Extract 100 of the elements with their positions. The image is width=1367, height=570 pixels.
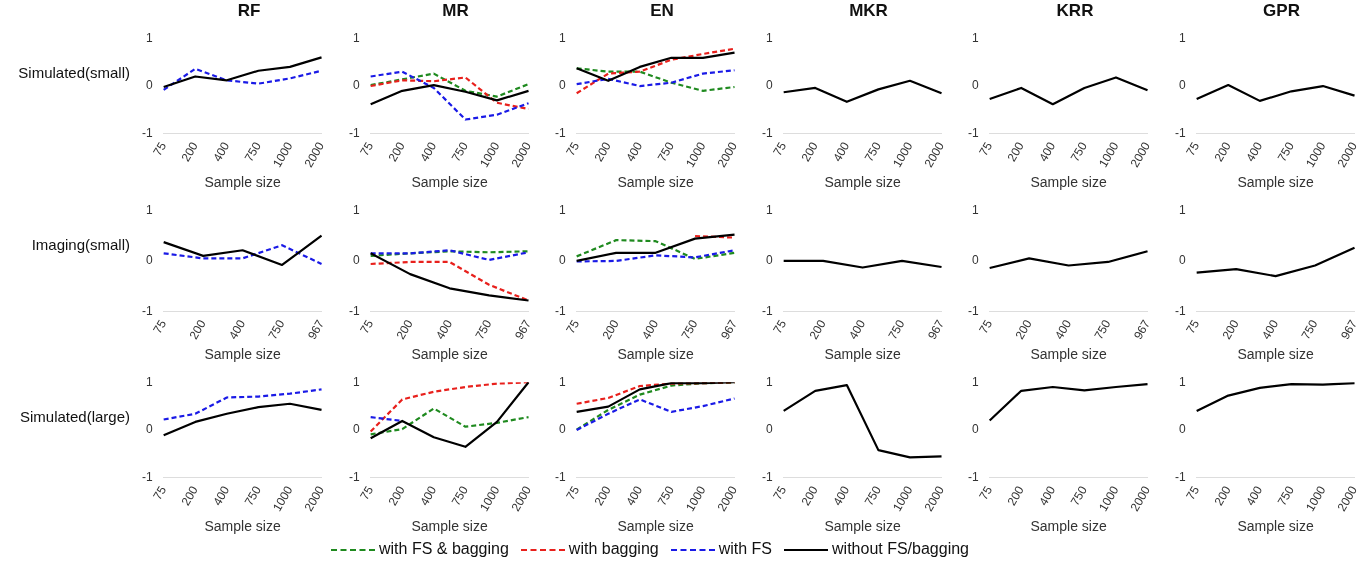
x-tick-label: 75 [563,483,583,503]
x-axis-title: Sample size [410,174,488,191]
y-tick-label: 1 [1178,374,1186,389]
chart-title: GPR [1262,1,1301,21]
x-tick-label: 400 [210,139,233,164]
x-tick-label: 400 [210,483,233,508]
x-axis-title: Sample size [204,518,281,535]
x-tick-label: 400 [1036,139,1059,164]
y-axis-title: Simulated(large) [18,408,130,425]
x-axis-title: Sample size [204,346,281,363]
x-tick-label: 750 [1067,483,1091,508]
x-tick-label: 75 [150,317,170,336]
y-tick-label: -1 [761,126,773,141]
x-tick-label: 967 [1130,317,1154,342]
x-tick-label: 750 [265,317,288,342]
line-series [369,76,530,111]
y-tick-label: 0 [352,253,360,268]
x-tick-label: 750 [1067,139,1091,164]
x-tick-label: 75 [150,139,170,159]
y-tick-label: 0 [352,78,360,93]
x-tick-label: 750 [654,139,678,164]
x-tick-label: 967 [924,317,947,342]
x-axis-title: Sample size [1236,174,1314,191]
y-tick-label: -1 [142,303,153,318]
y-tick-label: 0 [558,422,566,437]
y-tick-label: -1 [968,303,979,318]
x-tick-label: 967 [511,317,534,342]
x-tick-label: 200 [392,317,416,342]
y-tick-label: -1 [142,470,153,485]
line-series [575,239,736,260]
line-series [162,244,323,266]
line-series [575,249,736,263]
chart-title: MR [441,1,470,21]
x-tick-label: 750 [471,317,495,342]
x-tick-label: 967 [304,317,328,342]
x-tick-label: 750 [861,483,884,508]
x-tick-label: 400 [1036,483,1059,508]
y-tick-label: -1 [1174,470,1186,485]
y-tick-label: 1 [971,374,979,389]
x-tick-label: 400 [1242,483,1265,508]
x-tick-label: 967 [1337,317,1360,342]
y-tick-label: -1 [348,470,360,485]
x-tick-label: 750 [884,317,908,342]
x-tick-label: 750 [1091,317,1114,342]
x-tick-label: 75 [976,317,996,336]
y-tick-label: 1 [1178,202,1186,217]
y-tick-label: 0 [765,253,773,268]
x-tick-label: 200 [385,483,408,508]
x-axis-title: Sample size [204,174,281,191]
x-tick-label: 400 [829,483,852,508]
legend-label: with FS [718,540,773,557]
y-tick-label: -1 [348,126,360,141]
y-tick-label: -1 [1174,303,1186,318]
y-axis-title: Imaging(small) [30,236,130,253]
y-tick-label: 1 [1178,30,1186,45]
x-axis-title: Sample size [617,518,694,535]
x-tick-label: 750 [241,483,265,508]
y-tick-label: -1 [555,470,566,485]
x-axis-title: Sample size [823,174,901,191]
x-tick-label: 75 [976,483,996,503]
x-tick-label: 200 [178,139,201,164]
chart-title: EN [649,1,675,21]
legend-label: without FS/bagging [832,540,970,557]
legend-label: with FS & bagging [378,540,509,557]
x-tick-label: 400 [416,139,439,164]
x-tick-label: 75 [356,317,376,336]
x-tick-label: 400 [638,317,662,342]
y-tick-label: 1 [558,202,566,217]
y-tick-label: 1 [145,202,153,217]
chart-title: KRR [1055,1,1095,21]
x-tick-label: 400 [1242,139,1265,164]
x-axis-title: Sample size [823,518,901,535]
y-tick-label: 0 [1178,422,1186,437]
x-tick-label: 200 [1012,317,1035,342]
x-tick-label: 200 [1211,483,1234,508]
chart-title: RF [236,1,262,21]
y-tick-label: 0 [971,422,979,437]
x-tick-label: 75 [1182,139,1202,159]
x-tick-label: 75 [769,317,789,336]
y-tick-label: 0 [1178,253,1186,268]
y-tick-label: -1 [348,303,360,318]
x-tick-label: 75 [976,139,996,159]
x-tick-label: 400 [845,317,868,342]
x-tick-label: 750 [678,317,701,342]
x-tick-label: 400 [829,139,852,164]
y-tick-label: 0 [145,78,153,93]
x-tick-label: 200 [1218,317,1242,342]
x-axis-title: Sample size [1030,346,1107,363]
line-series [575,397,736,432]
x-axis-title: Sample size [1030,518,1107,535]
y-tick-label: 1 [558,374,566,389]
x-tick-label: 750 [241,139,265,164]
y-tick-label: -1 [555,126,566,141]
y-tick-label: -1 [761,470,773,485]
x-tick-label: 200 [798,139,821,164]
x-tick-label: 200 [385,139,408,164]
x-axis-title: Sample size [1236,518,1314,535]
chart-title: MKR [848,1,889,21]
x-tick-label: 400 [416,483,439,508]
y-tick-label: 1 [971,202,979,217]
